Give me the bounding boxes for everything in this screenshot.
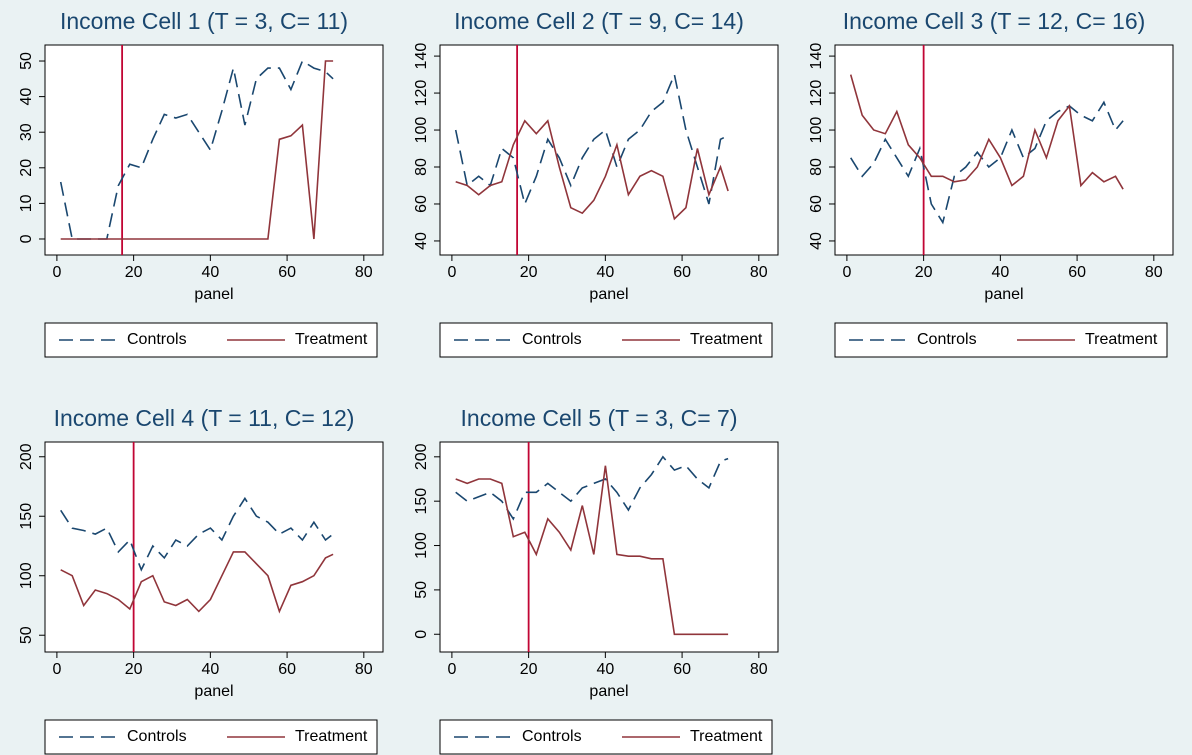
y-tick-label: 10 (18, 194, 35, 212)
x-axis-label: panel (194, 286, 233, 303)
series-line (60, 551, 334, 614)
y-tick-label: 60 (808, 195, 825, 213)
y-tick-label: 100 (808, 117, 825, 144)
x-tick-label: 80 (355, 661, 373, 678)
y-tick-label: 140 (808, 43, 825, 70)
y-tick-label: 200 (413, 443, 430, 470)
y-tick-label: 20 (18, 159, 35, 177)
y-tick-label: 150 (18, 503, 35, 530)
x-tick-label: 0 (52, 661, 61, 678)
x-tick-label: 0 (447, 264, 456, 281)
plot-area (44, 441, 384, 653)
x-tick-label: 0 (52, 264, 61, 281)
chart-panel: Income Cell 5 (T = 3, C= 7) 0 50 100 150 200 0… (413, 405, 779, 755)
x-tick-label: 20 (520, 661, 538, 678)
x-tick-label: 20 (125, 264, 143, 281)
legend-box (439, 322, 773, 358)
chart-title: Income Cell 2 (T = 9, C= 14) (454, 8, 744, 34)
y-tick-label: 100 (18, 562, 35, 589)
y-tick-label: 100 (413, 532, 430, 559)
chart-title: Income Cell 3 (T = 12, C= 16) (843, 8, 1146, 34)
y-tick-label: 40 (413, 232, 430, 250)
legend-label: Treatment (295, 331, 368, 348)
x-tick-label: 40 (596, 661, 614, 678)
x-tick-label: 80 (750, 661, 768, 678)
legend-label: Treatment (295, 728, 368, 745)
x-tick-label: 40 (991, 264, 1009, 281)
y-tick-label: 40 (808, 232, 825, 250)
x-tick-label: 0 (447, 661, 456, 678)
x-tick-label: 80 (750, 264, 768, 281)
series-line (455, 455, 729, 521)
y-tick-label: 30 (18, 123, 35, 141)
y-tick-label: 0 (413, 630, 430, 639)
y-tick-label: 200 (18, 443, 35, 470)
chart-panel: Income Cell 3 (T = 12, C= 16) 40 60 80 100 12… (808, 8, 1174, 358)
series-line (849, 74, 1124, 190)
legend-label: Controls (522, 728, 582, 745)
x-tick-label: 20 (520, 264, 538, 281)
x-tick-label: 20 (915, 264, 933, 281)
y-tick-label: 50 (18, 52, 35, 70)
y-tick-label: 80 (808, 158, 825, 176)
legend-box (439, 719, 773, 755)
legend-box (834, 322, 1168, 358)
chart-panel: Income Cell 4 (T = 11, C= 12)50100150200… (18, 405, 384, 755)
x-axis-label: panel (984, 286, 1023, 303)
y-tick-label: 120 (413, 80, 430, 107)
legend-label: Treatment (690, 331, 763, 348)
x-tick-label: 80 (1145, 264, 1163, 281)
x-tick-label: 60 (1068, 264, 1086, 281)
x-tick-label: 20 (125, 661, 143, 678)
legend-box (44, 719, 378, 755)
x-tick-label: 40 (201, 264, 219, 281)
chart-panel: Income Cell 2 (T = 9, C= 14) 40 60 80 100 120… (413, 8, 779, 358)
plot-area (44, 44, 384, 256)
series-line (60, 496, 334, 572)
x-tick-label: 40 (201, 661, 219, 678)
legend-label: Controls (127, 331, 187, 348)
chart-title: Income Cell 5 (T = 3, C= 7) (461, 405, 738, 431)
chart-title: Income Cell 4 (T = 11, C= 12) (54, 405, 355, 431)
y-tick-label: 100 (413, 117, 430, 144)
y-tick-label: 60 (413, 195, 430, 213)
y-tick-label: 150 (413, 488, 430, 515)
y-tick-label: 80 (413, 158, 430, 176)
legend-label: Controls (917, 331, 977, 348)
plot-area (439, 44, 779, 256)
series-line (455, 119, 729, 221)
plot-area (439, 441, 779, 653)
chart-title: Income Cell 1 (T = 3, C= 11) (60, 8, 348, 34)
x-axis-label: panel (589, 286, 628, 303)
chart-panel: Income Cell 1 (T = 3, C= 11) 0 10 20 30 40 50 0… (18, 8, 384, 358)
x-tick-label: 80 (355, 264, 373, 281)
y-tick-label: 0 (18, 234, 35, 243)
series-line (850, 100, 1124, 225)
x-axis-label: panel (589, 683, 628, 700)
y-tick-label: 50 (18, 626, 35, 644)
legend-label: Controls (127, 728, 187, 745)
legend-box (44, 322, 378, 358)
series-line (60, 60, 334, 240)
y-tick-label: 50 (413, 581, 430, 599)
x-tick-label: 60 (278, 264, 296, 281)
x-tick-label: 40 (596, 264, 614, 281)
x-tick-label: 60 (673, 661, 691, 678)
x-tick-label: 0 (842, 264, 851, 281)
x-tick-label: 60 (278, 661, 296, 678)
legend-label: Treatment (690, 728, 763, 745)
y-tick-label: 140 (413, 43, 430, 70)
x-tick-label: 60 (673, 264, 691, 281)
series-line (455, 465, 729, 636)
y-tick-label: 120 (808, 80, 825, 107)
legend-label: Treatment (1085, 331, 1158, 348)
y-tick-label: 40 (18, 88, 35, 106)
legend-label: Controls (522, 331, 582, 348)
series-line (454, 71, 729, 207)
x-axis-label: panel (194, 683, 233, 700)
